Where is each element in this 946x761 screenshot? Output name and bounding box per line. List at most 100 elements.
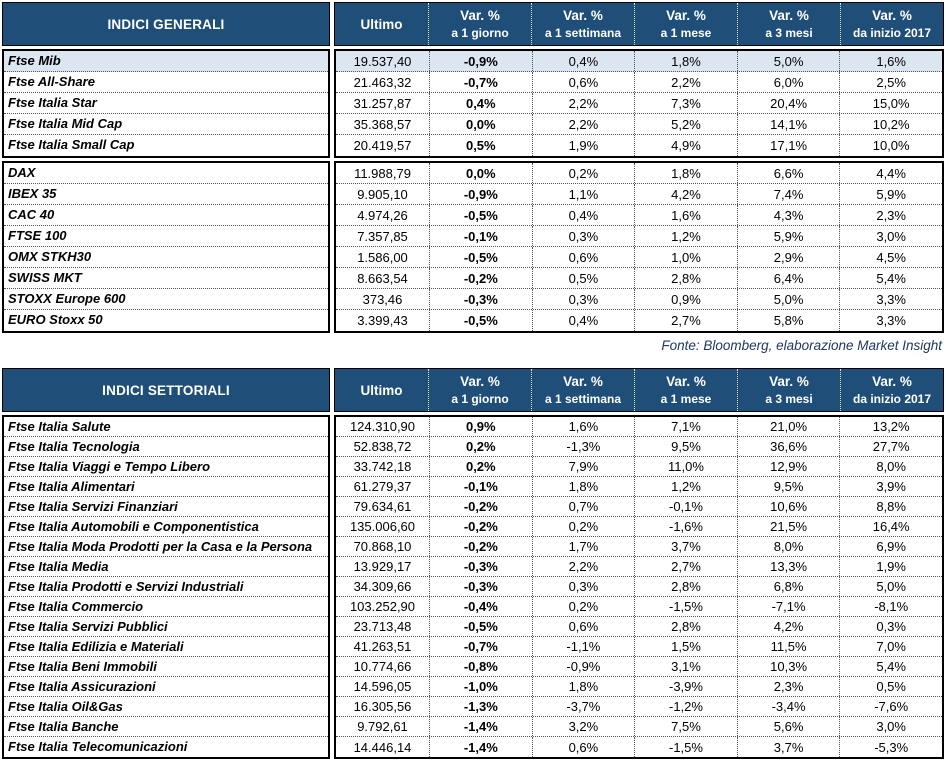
table-title-cell: INDICI GENERALI: [2, 2, 330, 46]
value-cell: 3.399,43: [336, 310, 430, 331]
value-cell: 13.929,17: [336, 557, 430, 576]
value-cell: 5,9%: [738, 226, 841, 246]
table-row: 61.279,37 -0,1% 1,8% 1,2% 9,5% 3,9%: [336, 477, 942, 497]
indices-table: INDICI SETTORIALI Ultimo Var. % a 1 giorno V…: [2, 368, 944, 761]
value-cell: 9.905,10: [336, 184, 430, 204]
value-cell: 1,6%: [635, 205, 738, 225]
value-cell: -0,9%: [430, 184, 533, 204]
value-cell: 135.006,60: [336, 517, 430, 536]
value-cell: 0,6%: [533, 617, 636, 636]
table-row: 70.868,10 -0,2% 1,7% 3,7% 8,0% 6,9%: [336, 537, 942, 557]
value-cell: 8,8%: [876, 499, 906, 514]
value-cell: -7,6%: [874, 699, 909, 714]
value-cell: 4,2%: [635, 184, 738, 204]
column-header: Var. % da inizio 2017: [841, 369, 943, 411]
value-cell: 2,7%: [635, 557, 738, 576]
value-cell: 0,6%: [533, 247, 636, 267]
value-cell: 3,9%: [876, 479, 906, 494]
row-values: 124.310,90 0,9% 1,6% 7,1% 21,0% 13,2% 52.838,7…: [334, 415, 944, 759]
row-values: 19.537,40 -0,9% 0,4% 1,8% 5,0% 1,6% 21.463,32-…: [334, 49, 944, 158]
column-header-line1: Var. %: [872, 374, 912, 389]
value-cell: 0,9%: [635, 289, 738, 309]
value-cell: -1,5%: [635, 737, 738, 757]
value-cell: 10,2%: [872, 116, 910, 132]
value-cell: 16.305,56: [336, 697, 430, 716]
value-cell: -3,4%: [738, 697, 841, 716]
column-header-line1: Var. %: [563, 8, 603, 23]
value-cell: 33.742,18: [336, 457, 430, 476]
table-row: 41.263,51 -0,7% -1,1% 1,5% 11,5% 7,0%: [336, 637, 942, 657]
value-cell: -0,1%: [430, 477, 533, 496]
value-cell: 4,9%: [635, 135, 738, 156]
table-group: DAX IBEX 35 CAC 40 FTSE 100 OMX STKH30 SWISS …: [2, 161, 944, 333]
value-cell: 1,8%: [635, 163, 738, 183]
value-cell: 0,3%: [533, 577, 636, 596]
column-header-line1: Var. %: [563, 374, 603, 389]
value-cell: -0,7%: [430, 72, 533, 92]
row-label: Ftse Italia Automobili e Componentistica: [4, 517, 328, 537]
value-cell: 34.309,66: [336, 577, 430, 596]
value-cell: -0,1%: [430, 226, 533, 246]
row-label: IBEX 35: [4, 184, 328, 205]
value-cell: 0,4%: [533, 205, 636, 225]
value-cell: 373,46: [336, 289, 430, 309]
table-row: 21.463,32 -0,7% 0,6% 2,2% 6,0% 2,5%: [336, 72, 942, 93]
value-cell: 5,0%: [738, 51, 841, 71]
value-cell: 4,3%: [738, 205, 841, 225]
table-row: 7.357,85 -0,1% 0,3% 1,2% 5,9% 3,0%: [336, 226, 942, 247]
row-label: Ftse Italia Viaggi e Tempo Libero: [4, 457, 328, 477]
table-row: 79.634,61 -0,2% 0,7% -0,1% 10,6% 8,8%: [336, 497, 942, 517]
column-header: Ultimo: [335, 3, 429, 45]
value-cell: 2,7%: [635, 310, 738, 331]
table-header: INDICI GENERALI Ultimo Var. % a 1 giorno Var…: [2, 2, 944, 46]
indices-table: INDICI GENERALI Ultimo Var. % a 1 giorno Var…: [2, 2, 944, 358]
column-header-line1: Var. %: [769, 374, 809, 389]
value-cell: 20.419,57: [336, 135, 430, 156]
column-header-line2: a 1 settimana: [544, 26, 622, 40]
value-cell: 3,0%: [876, 719, 906, 734]
value-cell: 2,2%: [533, 114, 636, 134]
table-row: 16.305,56 -1,3% -3,7% -1,2% -3,4% -7,6%: [336, 697, 942, 717]
value-cell: 2,2%: [635, 72, 738, 92]
table-row: 34.309,66 -0,3% 0,3% 2,8% 6,8% 5,0%: [336, 577, 942, 597]
value-cell: 3,2%: [533, 717, 636, 736]
value-cell: 0,0%: [430, 114, 533, 134]
value-cell: 4.974,26: [336, 205, 430, 225]
value-cell: 0,2%: [533, 597, 636, 616]
table-row: 9.905,10 -0,9% 1,1% 4,2% 7,4% 5,9%: [336, 184, 942, 205]
value-cell: 36,6%: [738, 437, 841, 456]
value-cell: 7.357,85: [336, 226, 430, 246]
value-cell: 9,5%: [635, 437, 738, 456]
value-cell: -1,2%: [635, 697, 738, 716]
value-cell: 12,9%: [738, 457, 841, 476]
row-label: Ftse Italia Servizi Pubblici: [4, 617, 328, 637]
value-cell: 6,0%: [738, 72, 841, 92]
value-cell: 1,6%: [876, 53, 906, 69]
value-cell: 7,0%: [876, 639, 906, 654]
table-row: 9.792,61 -1,4% 3,2% 7,5% 5,6% 3,0%: [336, 717, 942, 737]
column-header-line2: a 1 mese: [660, 392, 712, 406]
value-cell: 11,5%: [738, 637, 841, 656]
table-row: 19.537,40 -0,9% 0,4% 1,8% 5,0% 1,6%: [336, 51, 942, 72]
value-cell: 11.988,79: [336, 163, 430, 183]
value-cell: -1,5%: [635, 597, 738, 616]
value-cell: -0,5%: [430, 205, 533, 225]
column-header-line1: Var. %: [460, 374, 500, 389]
value-cell: 7,1%: [635, 417, 738, 436]
column-header: Var. % a 1 giorno: [429, 369, 532, 411]
row-label: Ftse Italia Servizi Finanziari: [4, 497, 328, 517]
value-cell: 61.279,37: [336, 477, 430, 496]
value-cell: -7,1%: [738, 597, 841, 616]
column-header: Ultimo: [335, 369, 429, 411]
value-cell: -0,2%: [430, 517, 533, 536]
value-cell: 2,8%: [635, 577, 738, 596]
value-cell: 1,8%: [533, 677, 636, 696]
value-cell: 20,4%: [738, 93, 841, 113]
column-header: Var. % a 1 mese: [635, 3, 738, 45]
value-cell: 5,9%: [876, 186, 906, 202]
value-cell: 5,2%: [635, 114, 738, 134]
value-cell: 1,9%: [876, 559, 906, 574]
value-cell: 0,3%: [533, 226, 636, 246]
table-row: 23.713,48 -0,5% 0,6% 2,8% 4,2% 0,3%: [336, 617, 942, 637]
